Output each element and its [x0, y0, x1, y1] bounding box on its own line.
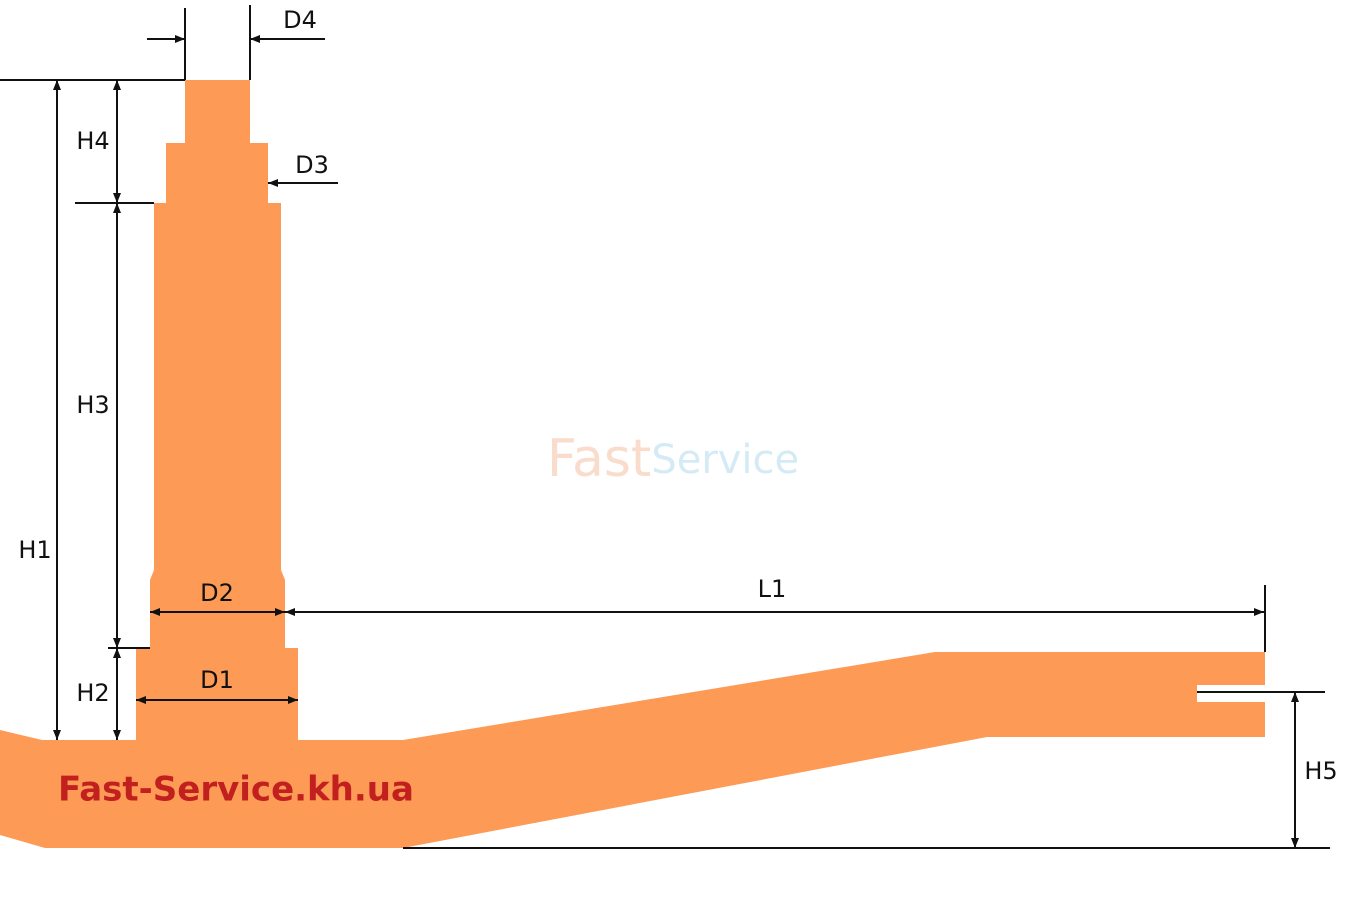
dim-label: D4 [283, 6, 317, 34]
dim-label: D1 [200, 666, 234, 694]
dim-label: H1 [18, 536, 51, 564]
watermark-part: Fast [547, 429, 651, 489]
dim-label: H2 [76, 679, 109, 707]
watermark-part: Service [651, 437, 799, 483]
dim-label: D2 [200, 579, 234, 607]
dim-label: H5 [1304, 757, 1337, 785]
dim-label: H3 [76, 391, 109, 419]
dimension-lines [0, 5, 1330, 849]
dim-label: L1 [758, 575, 787, 603]
dim-label: D3 [295, 151, 329, 179]
watermark: FastService [547, 429, 799, 489]
part-shape [0, 80, 1265, 848]
dim-label: H4 [76, 127, 109, 155]
website-label: Fast-Service.kh.ua [58, 770, 414, 810]
